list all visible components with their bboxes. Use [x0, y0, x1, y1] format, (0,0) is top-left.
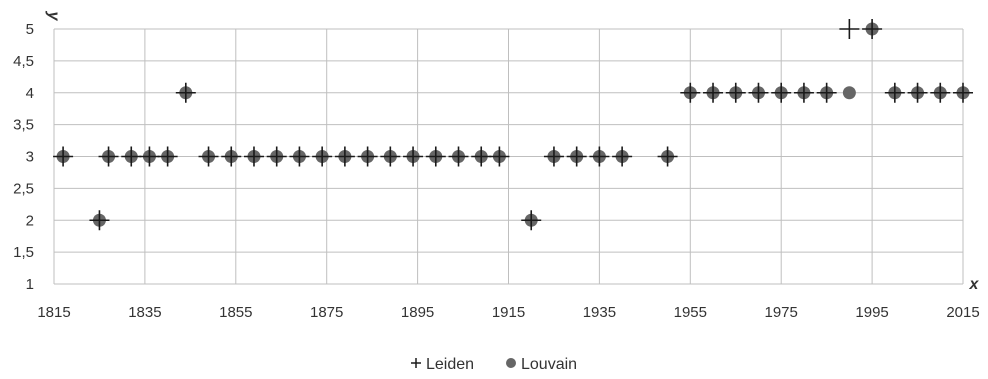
leiden-point	[357, 146, 378, 167]
legend-plus-marker	[411, 358, 421, 368]
y-tick-label: 2	[26, 212, 34, 229]
leiden-point	[380, 146, 401, 167]
leiden-point	[589, 146, 610, 167]
x-tick-labels: 1815 1835 1855 1875 1895 1915 1935 1955 1975 1995…	[37, 304, 979, 321]
leiden-point	[839, 19, 860, 39]
leiden-point	[521, 210, 542, 231]
leiden-point	[471, 146, 492, 167]
leiden-point	[816, 82, 837, 103]
leiden-point	[489, 146, 510, 167]
leiden-point	[312, 146, 333, 167]
y-tick-label: 1	[26, 276, 34, 293]
x-tick-label: 1935	[583, 304, 616, 321]
y-tick-label: 3,5	[13, 117, 34, 134]
leiden-point	[289, 146, 310, 167]
leiden-point	[89, 210, 110, 231]
x-tick-label: 1895	[401, 304, 434, 321]
y-tick-label: 4	[26, 85, 34, 102]
x-tick-label: 1875	[310, 304, 343, 321]
leiden-point	[612, 146, 633, 167]
leiden-point	[543, 146, 564, 167]
leiden-point	[98, 146, 119, 167]
louvain-point	[842, 86, 856, 100]
x-tick-label: 1815	[37, 304, 70, 321]
leiden-point	[657, 146, 678, 167]
leiden-point	[198, 146, 219, 167]
leiden-point	[221, 146, 242, 167]
legend-label-louvain: Louvain	[521, 356, 577, 373]
series-leiden	[53, 19, 973, 231]
leiden-point	[175, 82, 196, 103]
leiden-point	[121, 146, 142, 167]
y-tick-label: 3	[26, 149, 34, 166]
leiden-point	[243, 146, 264, 167]
leiden-point	[862, 19, 883, 39]
leiden-point	[53, 146, 74, 167]
leiden-point	[139, 146, 160, 167]
x-tick-label: 1915	[492, 304, 525, 321]
leiden-point	[403, 146, 424, 167]
y-tick-label: 4,5	[13, 53, 34, 70]
leiden-point	[334, 146, 355, 167]
legend: Leiden Louvain	[411, 356, 577, 373]
leiden-point	[953, 82, 973, 103]
y-tick-label: 5	[26, 21, 34, 38]
y-axis-title: y	[45, 11, 62, 22]
leiden-point	[748, 82, 769, 103]
leiden-point	[680, 82, 701, 103]
leiden-point	[448, 146, 469, 167]
y-tick-label: 1,5	[13, 244, 34, 261]
leiden-point	[771, 82, 792, 103]
leiden-point	[266, 146, 287, 167]
leiden-point	[157, 146, 178, 167]
legend-circle-marker	[506, 358, 516, 368]
x-tick-label: 1855	[219, 304, 252, 321]
legend-label-leiden: Leiden	[426, 356, 474, 373]
leiden-point	[930, 82, 951, 103]
leiden-point	[884, 82, 905, 103]
x-tick-label: 1955	[674, 304, 707, 321]
leiden-point	[425, 146, 446, 167]
legend-item-leiden: Leiden	[411, 356, 474, 373]
y-tick-label: 2,5	[13, 180, 34, 197]
x-axis-title: x	[969, 276, 980, 293]
y-tick-labels: 1 1,5 2 2,5 3 3,5 4 4,5 5	[13, 21, 34, 293]
leiden-point	[725, 82, 746, 103]
legend-item-louvain: Louvain	[506, 356, 577, 373]
leiden-point	[907, 82, 928, 103]
x-tick-label: 1835	[128, 304, 161, 321]
x-tick-label: 1975	[765, 304, 798, 321]
leiden-point	[703, 82, 724, 103]
leiden-point	[793, 82, 814, 103]
x-tick-label: 1995	[855, 304, 888, 321]
leiden-point	[566, 146, 587, 167]
x-tick-label: 2015	[946, 304, 979, 321]
